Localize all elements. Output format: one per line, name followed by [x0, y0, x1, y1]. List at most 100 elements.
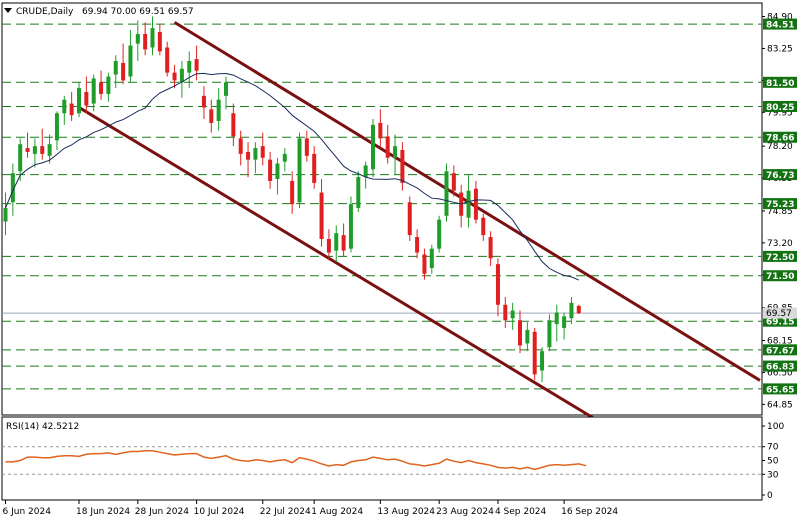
level-label: 65.65 [766, 385, 794, 395]
candle-body [554, 312, 559, 325]
candle-body [121, 62, 126, 81]
ohlc-values: 69.94 70.00 69.51 69.57 [82, 7, 194, 17]
candle-body [503, 304, 508, 321]
candle-body [525, 329, 530, 344]
candle-body [172, 72, 177, 81]
time-tick-label: 13 Aug 2024 [377, 507, 435, 517]
level-label: 78.66 [766, 134, 794, 144]
collapse-arrow-icon[interactable] [4, 8, 12, 13]
candle-body [510, 310, 515, 319]
candle-body [334, 233, 339, 251]
time-tick-label: 6 Jun 2024 [3, 507, 52, 517]
candle-body [488, 237, 493, 259]
level-box [763, 131, 797, 143]
level-label: 66.83 [766, 363, 794, 373]
level-label: 69.15 [766, 318, 794, 328]
candle-body [569, 302, 574, 319]
level-label: 76.73 [766, 171, 794, 181]
price-tick-label: 79.95 [767, 108, 793, 118]
candle-body [385, 136, 390, 158]
candle-body [32, 146, 37, 154]
candle-body [532, 331, 537, 375]
level-box [763, 76, 797, 88]
rsi-tick-label: 100 [767, 422, 784, 432]
candle-body [451, 173, 456, 191]
candle-body [495, 264, 500, 305]
symbol-label: CRUDE,Daily [16, 7, 74, 17]
level-box [763, 198, 797, 210]
candle-body [473, 188, 478, 220]
candle-body [231, 113, 236, 137]
candle-body [363, 165, 368, 178]
rsi-tick-label: 0 [767, 491, 773, 501]
candle-body [209, 109, 214, 123]
time-tick-label: 4 Sep 2024 [495, 507, 547, 517]
time-tick-label: 1 Aug 2024 [311, 507, 363, 517]
level-box [763, 270, 797, 282]
candle-body [91, 78, 96, 104]
time-tick-label: 28 Jun 2024 [135, 507, 189, 517]
candle-body [25, 148, 30, 152]
candle-body [165, 47, 170, 73]
candle-body [540, 351, 545, 371]
level-box [763, 383, 797, 395]
price-tick-label: 84.90 [767, 13, 793, 23]
current-price-box [763, 307, 797, 319]
price-tick-label: 83.25 [767, 44, 793, 54]
price-tick-label: 64.85 [767, 400, 793, 410]
candle-body [437, 219, 442, 249]
candle-body [194, 59, 199, 71]
price-tick-label: 68.15 [767, 337, 793, 347]
time-axis: 6 Jun 2024 18 Jun 2024 28 Jun 2024 10 Jul 2… [3, 500, 618, 517]
level-box [763, 250, 797, 262]
rsi-tick-label: 50 [767, 457, 779, 467]
candle-body [47, 144, 52, 156]
candle-body [422, 254, 427, 274]
candle-body [143, 33, 148, 50]
rsi-level-lines [2, 446, 762, 475]
candle-body [400, 150, 405, 183]
candle-body [297, 138, 302, 203]
candle-body [547, 320, 552, 348]
candle-body [326, 238, 331, 253]
rsi-axis-ticks: 100 70 50 30 0 [762, 422, 784, 501]
level-labels: 84.51 81.50 80.25 78.66 76.73 75.23 72.50 71.50… [763, 18, 797, 395]
channel-lower-line [78, 106, 603, 425]
candle-body [304, 138, 309, 156]
candle-body [268, 159, 273, 181]
level-box [763, 344, 797, 356]
level-box [763, 360, 797, 372]
candle-body [84, 91, 89, 106]
candle-body [415, 237, 420, 253]
candle-body [77, 88, 81, 114]
candle-body [201, 95, 206, 108]
rsi-pane: RSI(14) 42.5212 100 70 50 30 0 [1, 416, 784, 501]
candle-body [54, 113, 59, 141]
candle-body [348, 204, 353, 249]
rsi-label: RSI(14) 42.5212 [6, 422, 79, 432]
candle-body [371, 124, 375, 170]
candle-body [3, 208, 8, 222]
level-label: 81.50 [766, 79, 794, 89]
rsi-line [5, 450, 587, 471]
price-tick-label: 73.20 [767, 239, 793, 249]
candle-body [150, 28, 155, 48]
chart-header: CRUDE,Daily 69.94 70.00 69.51 69.57 [4, 7, 194, 17]
candle-body [282, 153, 287, 162]
candle-body [341, 235, 346, 251]
candle-body [444, 171, 449, 216]
candle-body [18, 144, 23, 172]
price-tick-label: 66.50 [767, 368, 793, 378]
candle-body [518, 320, 522, 346]
level-label: 80.25 [766, 103, 794, 113]
candle-body [290, 180, 295, 205]
time-tick-label: 16 Sep 2024 [561, 507, 618, 517]
level-box [763, 315, 797, 327]
candle-body [10, 173, 15, 203]
candle-body [216, 99, 221, 121]
level-label: 71.50 [766, 272, 794, 282]
candle-body [238, 138, 243, 154]
time-tick-label: 23 Aug 2024 [436, 507, 494, 517]
candle-body [312, 153, 317, 183]
